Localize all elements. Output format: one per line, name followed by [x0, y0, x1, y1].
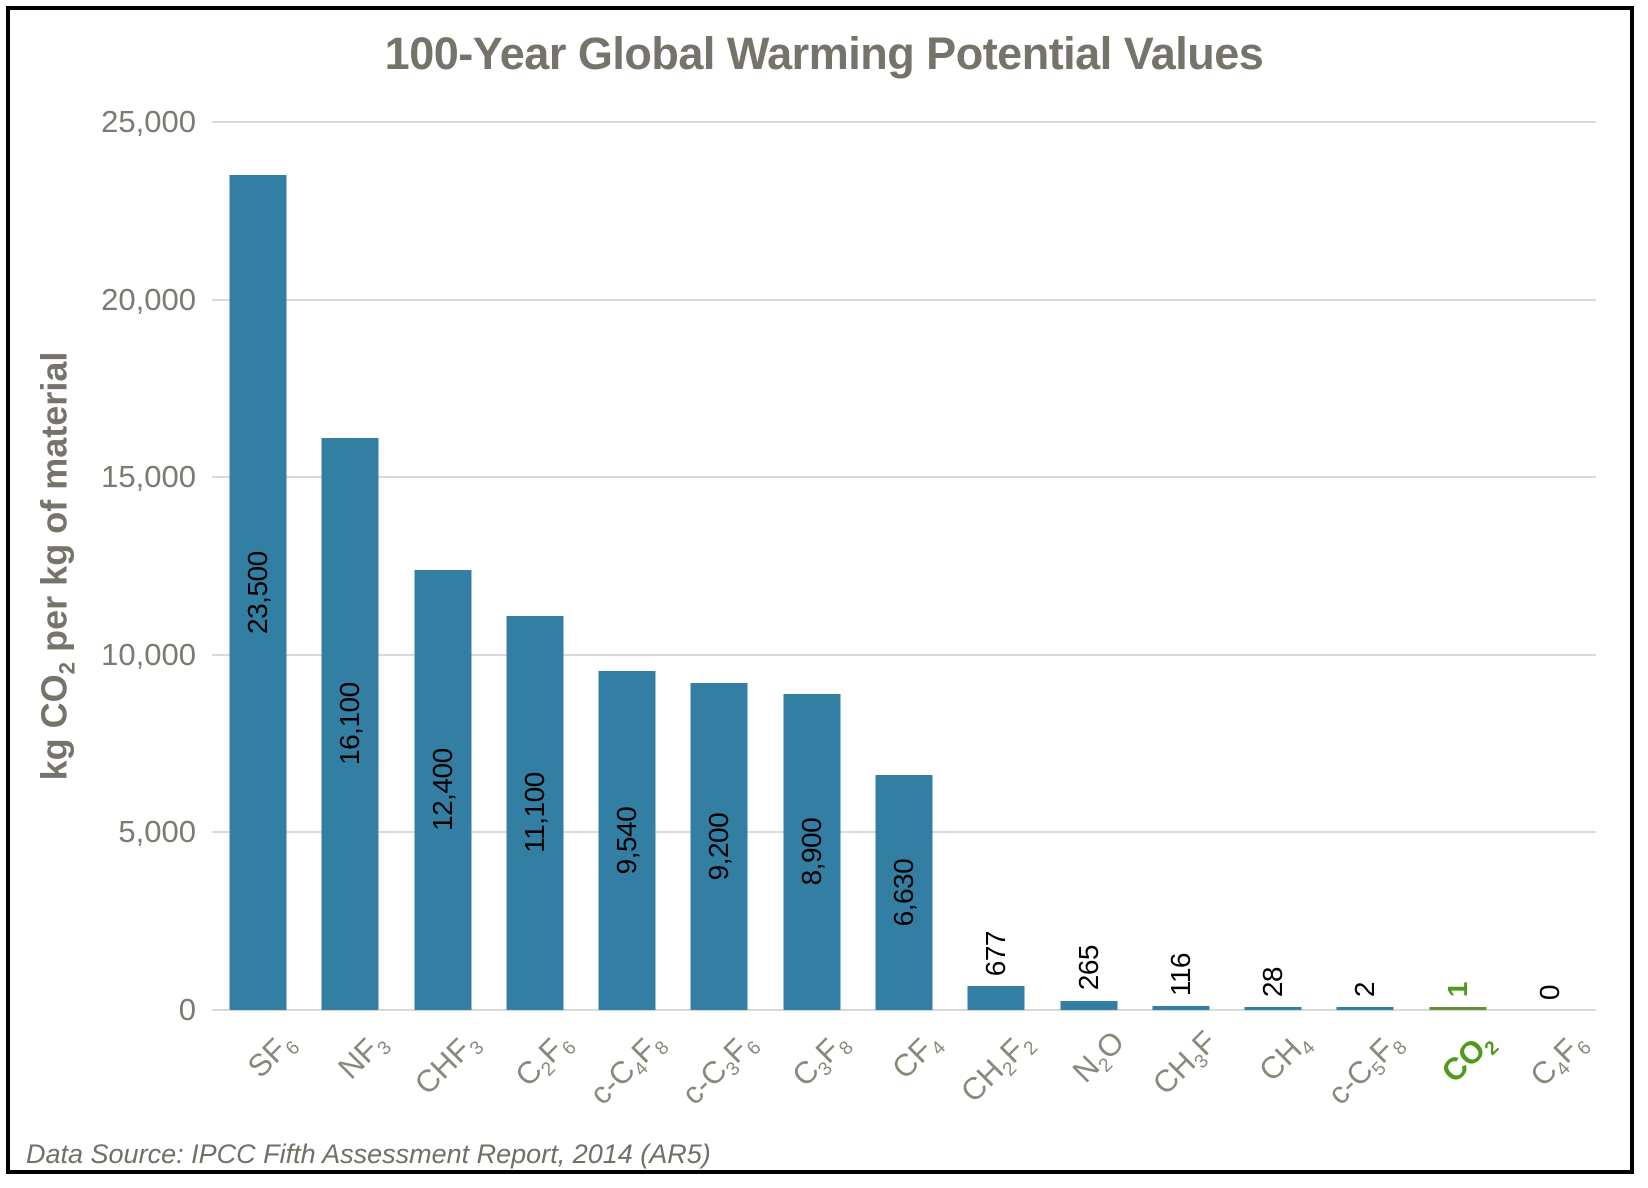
subscript: 6 — [1573, 1037, 1596, 1060]
bar-slot: 265 N2O — [1042, 122, 1134, 1089]
bar-value-label: 28 — [1257, 966, 1289, 997]
bar-slot: 116 CH3F — [1135, 122, 1227, 1102]
bar-slot: 6,630 CF4 — [858, 122, 950, 1086]
chart-title: 100-Year Global Warming Potential Values — [384, 28, 1264, 79]
bar-value-label: 8,900 — [795, 818, 827, 886]
bar-slot: 0 C4F6 — [1504, 122, 1596, 1093]
bar — [229, 175, 287, 1010]
bar — [967, 985, 1025, 1010]
y-tick-label: 25,000 — [101, 104, 196, 139]
subscript: 4 — [1552, 1058, 1575, 1081]
plot-area: 23,500 SF6 16,100 NF3 12,400 CHF3 11,100 C2F6 9,… — [212, 121, 1596, 1111]
subscript: 4 — [629, 1058, 653, 1081]
subscript: 8 — [835, 1037, 858, 1060]
x-tick-label: CHF3 — [408, 1031, 489, 1102]
bar-slot: 11,100 C2F6 — [489, 122, 581, 1093]
x-tick-label: CH2F2 — [954, 1031, 1043, 1109]
x-tick-label: CF4 — [885, 1031, 951, 1086]
bar-value-label: 2 — [1349, 981, 1381, 997]
bar-slot: 28 CH4 — [1227, 122, 1319, 1088]
subscript: 3 — [374, 1037, 397, 1060]
bar-slot: 9,200 c-C3F6 — [673, 122, 766, 1111]
data-source-note: Data Source: IPCC Fifth Assessment Repor… — [26, 1139, 711, 1169]
subscript: 4 — [1296, 1037, 1320, 1060]
bar — [783, 693, 841, 1010]
gridline — [212, 476, 1596, 479]
gridline — [212, 653, 1596, 656]
subscript: 8 — [650, 1037, 674, 1060]
bar — [875, 774, 933, 1010]
bar-value-label: 16,100 — [334, 682, 366, 766]
subscript: 2 — [537, 1058, 561, 1081]
subscript: 4 — [927, 1037, 951, 1060]
subscript: 2 — [1481, 1037, 1504, 1060]
bar-slot: 677 CH2F2 — [950, 122, 1042, 1109]
bar-slot: 23,500 SF6 — [212, 122, 304, 1084]
subscript: 3 — [1191, 1050, 1214, 1074]
subscript: 8 — [1389, 1037, 1412, 1060]
y-tick-label: 20,000 — [101, 281, 196, 317]
subscript: 5 — [1368, 1058, 1391, 1081]
x-tick-label: C4F6 — [1523, 1031, 1596, 1094]
bar — [1429, 1007, 1487, 1010]
bar — [1336, 1007, 1394, 1010]
x-tick-label: CH3F — [1146, 1024, 1224, 1102]
subscript: 2 — [998, 1058, 1022, 1081]
bar — [321, 438, 379, 1010]
x-tick-label: C3F8 — [785, 1031, 858, 1094]
x-tick-label: c-C5F8 — [1320, 1031, 1412, 1112]
gridline — [212, 1009, 1596, 1011]
subscript: 6 — [743, 1037, 766, 1060]
bar — [1152, 1005, 1210, 1010]
subscript: 6 — [558, 1037, 582, 1060]
bar-slot: 8,900 C3F8 — [766, 122, 858, 1093]
y-axis-label: kg CO2 per kg of material — [33, 351, 80, 781]
bar — [414, 569, 472, 1010]
bar-value-label: 9,540 — [611, 806, 643, 875]
subscript: 2 — [1095, 1054, 1118, 1077]
x-tick-label: SF6 — [240, 1031, 305, 1085]
subscript: 6 — [281, 1037, 305, 1060]
x-tick-label: CO2 — [1435, 1031, 1504, 1090]
gridline — [212, 121, 1596, 123]
x-tick-label: CH4 — [1251, 1031, 1320, 1088]
bar-value-label: 12,400 — [426, 748, 458, 832]
bar-value-label: 0 — [1533, 984, 1565, 1000]
bar-value-label: 9,200 — [703, 812, 735, 881]
bar-slot: 16,100 NF3 — [304, 122, 396, 1086]
x-tick-label: N2O — [1066, 1024, 1132, 1090]
bar — [690, 683, 748, 1010]
bar-value-label: 265 — [1072, 945, 1104, 991]
subscript: 2 — [1019, 1037, 1043, 1060]
subscript: 3 — [466, 1037, 489, 1060]
bar — [598, 671, 656, 1010]
bar — [506, 615, 564, 1010]
bar-value-label: 23,500 — [242, 551, 274, 634]
bar-value-label: 116 — [1164, 952, 1196, 996]
x-tick-label: C2F6 — [508, 1031, 582, 1094]
bar-slot: 1 CO2 — [1411, 122, 1504, 1089]
bar-slot: 2 c-C5F8 — [1319, 122, 1412, 1111]
bar-value-label: 6,630 — [887, 858, 919, 927]
subscript: 3 — [814, 1058, 837, 1081]
y-tick-label: 15,000 — [101, 459, 196, 495]
x-tick-label: NF3 — [331, 1031, 397, 1086]
x-tick-label: c-C4F8 — [582, 1031, 674, 1112]
subscript: 3 — [722, 1058, 745, 1081]
bar — [1244, 1007, 1302, 1010]
bar-slot: 9,540 c-C4F8 — [581, 122, 673, 1111]
y-tick-label: 10,000 — [101, 636, 196, 672]
bar-slot: 12,400 CHF3 — [397, 122, 489, 1101]
y-tick-label: 0 — [178, 992, 196, 1027]
bar-series: 23,500 SF6 16,100 NF3 12,400 CHF3 11,100 C2F6 9,… — [212, 122, 1596, 1111]
y-tick-label: 5,000 — [118, 814, 196, 850]
bar-value-label: 11,100 — [518, 772, 550, 854]
bar-value-label: 677 — [980, 930, 1012, 976]
x-tick-label: c-C3F6 — [674, 1031, 766, 1112]
gridline — [212, 298, 1596, 301]
bar-value-label: 1 — [1441, 981, 1473, 997]
bar — [1060, 1000, 1118, 1010]
